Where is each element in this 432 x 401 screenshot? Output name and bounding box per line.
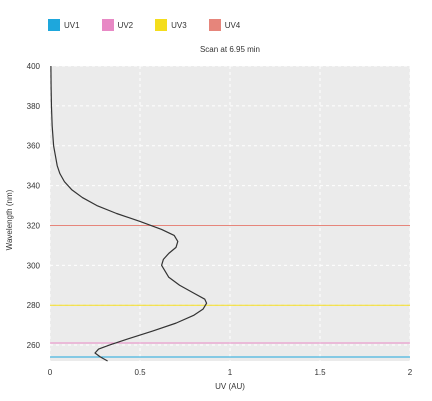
x-axis-label: UV (AU) (215, 382, 245, 391)
x-tick-label-2: 1 (228, 368, 233, 377)
legend-label-uv3: UV3 (171, 20, 187, 30)
legend-item-uv1[interactable]: UV1 (48, 19, 80, 31)
legend: UV1 UV2 UV3 UV4 (48, 19, 262, 31)
y-tick-label-4: 340 (27, 182, 41, 191)
y-tick-label-6: 380 (27, 102, 41, 111)
legend-label-uv1: UV1 (64, 20, 80, 30)
y-axis-label: Wavelength (nm) (5, 189, 14, 250)
x-tick-label-3: 1.5 (314, 368, 326, 377)
y-tick-label-1: 280 (27, 301, 41, 310)
x-tick-label-1: 0.5 (134, 368, 146, 377)
legend-swatch-uv2 (101, 19, 114, 31)
legend-swatch-uv3 (155, 19, 168, 31)
legend-item-uv4[interactable]: UV4 (208, 19, 241, 31)
legend-swatch-uv1 (48, 19, 60, 31)
legend-label-uv4: UV4 (224, 20, 241, 30)
y-tick-label-5: 360 (27, 142, 41, 151)
legend-item-uv2[interactable]: UV2 (101, 19, 134, 31)
y-tick-label-0: 260 (27, 341, 41, 350)
y-tick-label-7: 400 (27, 62, 41, 71)
series-line-0 (50, 65, 208, 362)
x-tick-label-0: 0 (48, 368, 53, 377)
legend-item-uv3[interactable]: UV3 (155, 19, 187, 31)
y-tick-label-2: 300 (27, 261, 41, 270)
y-tick-label-3: 320 (27, 221, 41, 230)
chart-title: Scan at 6.95 min (199, 45, 261, 54)
legend-swatch-uv4 (208, 19, 221, 31)
legend-label-uv2: UV2 (117, 20, 134, 30)
x-tick-label-4: 2 (408, 368, 413, 377)
